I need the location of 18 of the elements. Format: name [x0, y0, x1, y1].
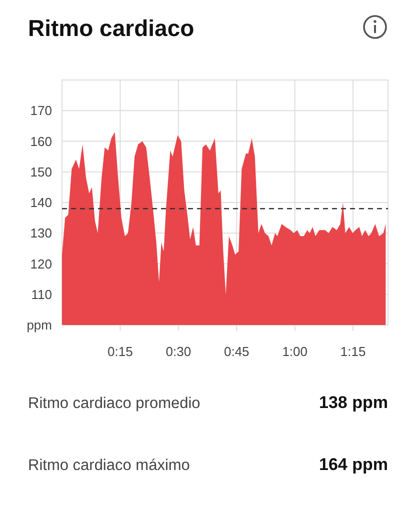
x-tick-label: 0:45	[224, 344, 250, 359]
x-tick-label: 0:15	[108, 344, 133, 359]
y-tick-label: 140	[30, 195, 52, 210]
y-tick-label: ppm	[26, 318, 52, 333]
text: Ritmo cardiaco promedio	[28, 395, 200, 412]
y-tick-label: 150	[30, 164, 52, 180]
y-tick-label: 170	[30, 103, 52, 118]
y-tick-label: 130	[30, 226, 52, 241]
text: 164 ppm	[319, 455, 388, 474]
chart-title: Ritmo cardiaco	[28, 15, 194, 41]
y-tick-label: 110	[31, 286, 52, 302]
y-tick-label: 120	[30, 256, 52, 272]
x-tick-label: 0:30	[166, 344, 192, 359]
text: Ritmo cardiaco máximo	[28, 457, 190, 474]
text: 138 ppm	[319, 393, 388, 412]
x-tick-label: 1:15	[340, 344, 366, 359]
x-tick-label: 1:00	[282, 344, 308, 359]
y-tick-label: 160	[30, 134, 52, 149]
